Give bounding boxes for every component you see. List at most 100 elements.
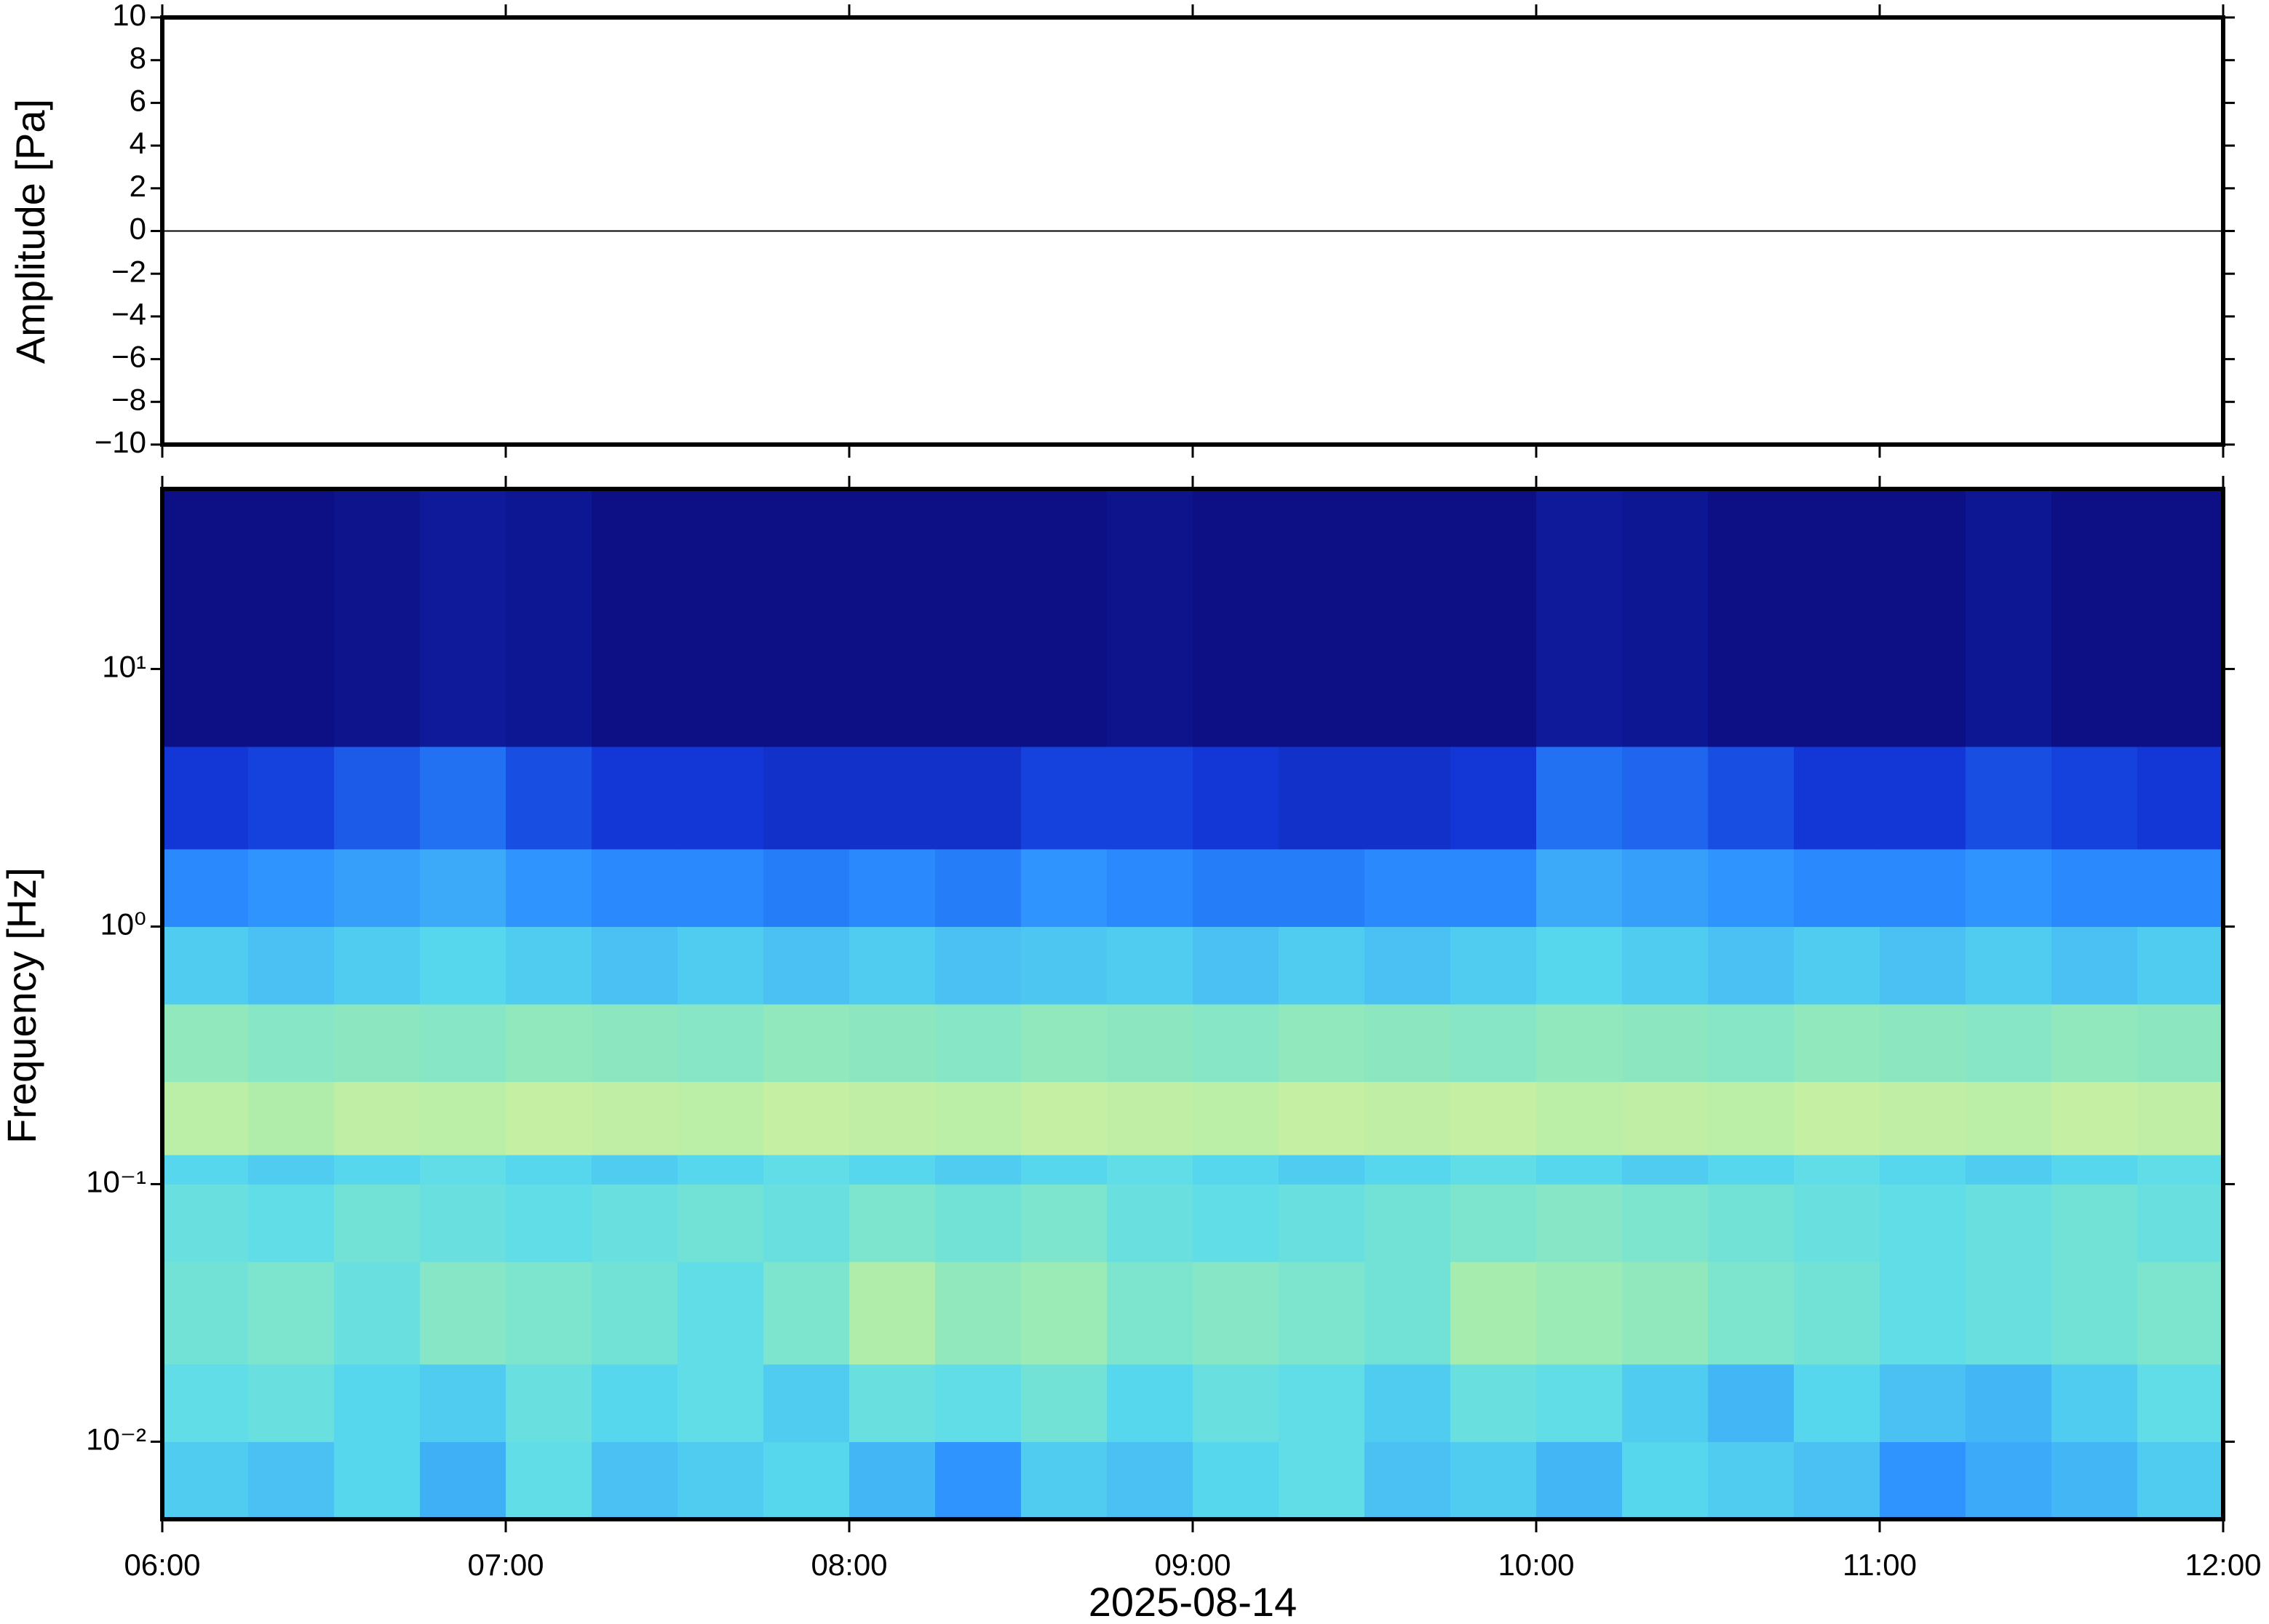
heatmap-cell <box>1622 848 1709 927</box>
heatmap-cell <box>2051 1004 2138 1083</box>
heatmap-cell <box>1966 1155 2052 1185</box>
y-tick-label: 0 <box>130 212 146 246</box>
heatmap-cell <box>1880 848 1966 927</box>
heatmap-cell <box>2137 1004 2224 1083</box>
y-tick-label: 10 <box>112 0 146 32</box>
heatmap-cell <box>1364 848 1451 927</box>
heatmap-cell <box>677 1184 764 1262</box>
heatmap-cell <box>1708 1364 1795 1442</box>
x-tick-label: 09:00 <box>1154 1548 1231 1582</box>
heatmap-cell <box>677 747 764 850</box>
heatmap-cell <box>1708 1441 1795 1520</box>
heatmap-cell <box>592 1262 678 1365</box>
heatmap-cell <box>1107 747 1193 850</box>
heatmap-cell <box>1021 1081 1108 1155</box>
heatmap-cell <box>1021 1184 1108 1262</box>
heatmap-cell <box>1279 848 1365 927</box>
heatmap-cell <box>849 1262 936 1365</box>
heatmap-cell <box>1794 1081 1880 1155</box>
heatmap-cell <box>1622 1155 1709 1185</box>
heatmap-cell <box>592 1155 678 1185</box>
heatmap-cell <box>935 747 1022 850</box>
heatmap-cell <box>1107 1441 1193 1520</box>
heatmap-cell <box>1794 1441 1880 1520</box>
heatmap-cell <box>1193 489 1279 747</box>
heatmap-cell <box>162 1081 249 1155</box>
heatmap-cell <box>1880 1081 1966 1155</box>
heatmap-cell <box>334 1262 421 1365</box>
heatmap-cell <box>2137 747 2224 850</box>
heatmap-cell <box>1450 1081 1537 1155</box>
heatmap-cell <box>1536 1155 1623 1185</box>
heatmap-cell <box>849 747 936 850</box>
heatmap-cell <box>1364 1155 1451 1185</box>
heatmap-cell <box>162 1155 249 1185</box>
y-tick-label: −2 <box>111 254 146 288</box>
heatmap-cell <box>1536 747 1623 850</box>
heatmap-cell <box>677 848 764 927</box>
x-tick-label: 07:00 <box>467 1548 544 1582</box>
heatmap-cell <box>677 926 764 1005</box>
heatmap-cell <box>334 747 421 850</box>
heatmap-cell <box>1193 1184 1279 1262</box>
heatmap-cell <box>1536 1441 1623 1520</box>
heatmap-cell <box>1193 1081 1279 1155</box>
heatmap-cell <box>1107 1004 1193 1083</box>
heatmap-cell <box>2051 926 2138 1005</box>
heatmap-cell <box>1279 1364 1365 1442</box>
heatmap-cell <box>935 1004 1022 1083</box>
heatmap-cell <box>1708 747 1795 850</box>
heatmap-cell <box>1536 926 1623 1005</box>
heatmap-cell <box>162 1441 249 1520</box>
heatmap-cell <box>1622 1184 1709 1262</box>
heatmap-cell <box>592 747 678 850</box>
heatmap-cell <box>677 1155 764 1185</box>
heatmap-cell <box>592 1364 678 1442</box>
heatmap-cell <box>162 1262 249 1365</box>
heatmap-cell <box>1794 1262 1880 1365</box>
heatmap-cell <box>1107 926 1193 1005</box>
heatmap-cell <box>2051 1262 2138 1365</box>
heatmap-cell <box>1450 926 1537 1005</box>
heatmap-cell <box>1107 1155 1193 1185</box>
heatmap-cell <box>1021 1441 1108 1520</box>
x-tick-label: 06:00 <box>124 1548 200 1582</box>
heatmap-cell <box>2137 1081 2224 1155</box>
heatmap-cell <box>592 1184 678 1262</box>
heatmap-cell <box>1279 926 1365 1005</box>
heatmap-cell <box>334 1004 421 1083</box>
heatmap-cell <box>1450 1004 1537 1083</box>
y-tick-label: −10 <box>95 425 146 459</box>
heatmap-cell <box>592 926 678 1005</box>
heatmap-cell <box>763 1004 850 1083</box>
heatmap-cell <box>1279 1155 1365 1185</box>
y-tick-label: −4 <box>111 297 146 331</box>
y-tick-label: −8 <box>111 382 146 416</box>
heatmap-cell <box>1622 489 1709 747</box>
heatmap-cell <box>1279 489 1365 747</box>
heatmap-cell <box>1622 1441 1709 1520</box>
heatmap-cell <box>420 926 506 1005</box>
heatmap-cell <box>1708 1184 1795 1262</box>
heatmap-cell <box>1536 489 1623 747</box>
heatmap-cell <box>506 1184 592 1262</box>
heatmap-cell <box>248 926 335 1005</box>
heatmap-cell <box>592 848 678 927</box>
heatmap-cell <box>1021 848 1108 927</box>
heatmap-cell <box>1450 848 1537 927</box>
heatmap-cell <box>1193 747 1279 850</box>
heatmap-cell <box>1279 747 1365 850</box>
x-tick-label: 10:00 <box>1498 1548 1574 1582</box>
heatmap-cell <box>420 489 506 747</box>
heatmap-cell <box>1622 1364 1709 1442</box>
heatmap-cell <box>420 1441 506 1520</box>
heatmap-cell <box>1450 1184 1537 1262</box>
heatmap-cell <box>1966 848 2052 927</box>
heatmap-cell <box>1364 1184 1451 1262</box>
heatmap-cell <box>2051 1364 2138 1442</box>
heatmap-cell <box>1279 1184 1365 1262</box>
heatmap-cell <box>1193 1004 1279 1083</box>
heatmap-cell <box>1794 926 1880 1005</box>
heatmap-cell <box>334 1184 421 1262</box>
heatmap-cell <box>162 489 249 747</box>
